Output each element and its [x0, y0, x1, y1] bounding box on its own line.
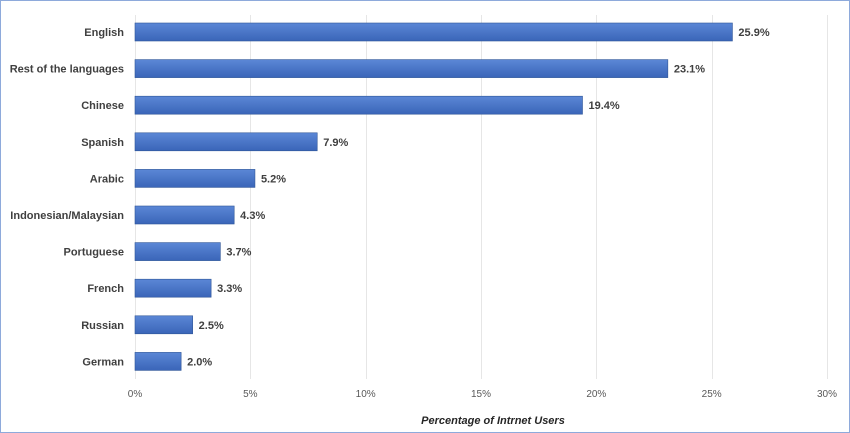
value-label: 2.5% — [199, 320, 224, 332]
category-label: English — [84, 27, 124, 39]
bar-german — [134, 352, 182, 371]
bar-russian — [134, 315, 193, 335]
category-label: Chinese — [81, 100, 124, 112]
value-label: 25.9% — [738, 27, 769, 39]
category-label: Spanish — [81, 137, 124, 149]
x-tick-label: 10% — [356, 389, 376, 400]
x-axis-title: Percentage of Intrnet Users — [421, 415, 565, 427]
value-label: 3.7% — [226, 247, 251, 259]
category-label: Rest of the languages — [10, 64, 124, 76]
category-label: French — [87, 283, 124, 295]
bar-arabic — [134, 169, 256, 188]
value-label: 3.3% — [217, 283, 242, 295]
category-label: German — [82, 356, 124, 368]
value-label: 19.4% — [588, 100, 619, 112]
category-label: Portuguese — [63, 247, 124, 259]
bars — [134, 22, 733, 371]
bar-english — [134, 22, 733, 42]
value-label: 2.0% — [187, 356, 212, 368]
value-label: 7.9% — [323, 137, 348, 149]
x-tick-label: 30% — [817, 389, 837, 400]
value-label: 5.2% — [261, 173, 286, 185]
x-tick-label: 5% — [243, 389, 258, 400]
category-label: Arabic — [90, 173, 124, 185]
category-label: Indonesian/Malaysian — [10, 210, 124, 222]
value-label: 4.3% — [240, 210, 265, 222]
bar-portuguese — [134, 242, 221, 261]
bar-rest-of-the-languages — [134, 59, 669, 78]
bar-spanish — [134, 132, 318, 152]
bar-chinese — [134, 95, 583, 115]
bar-indonesian-malaysian — [134, 205, 235, 225]
x-tick-label: 25% — [702, 389, 722, 400]
bar-french — [134, 278, 212, 298]
category-label: Russian — [81, 320, 124, 332]
x-tick-label: 0% — [128, 389, 143, 400]
value-label: 23.1% — [674, 64, 705, 76]
labels: 0% 5% 10% 15% 20% 25% 30% English 25.9% Rest of t… — [10, 27, 837, 400]
x-tick-label: 20% — [586, 389, 606, 400]
x-tick-label: 15% — [471, 389, 491, 400]
